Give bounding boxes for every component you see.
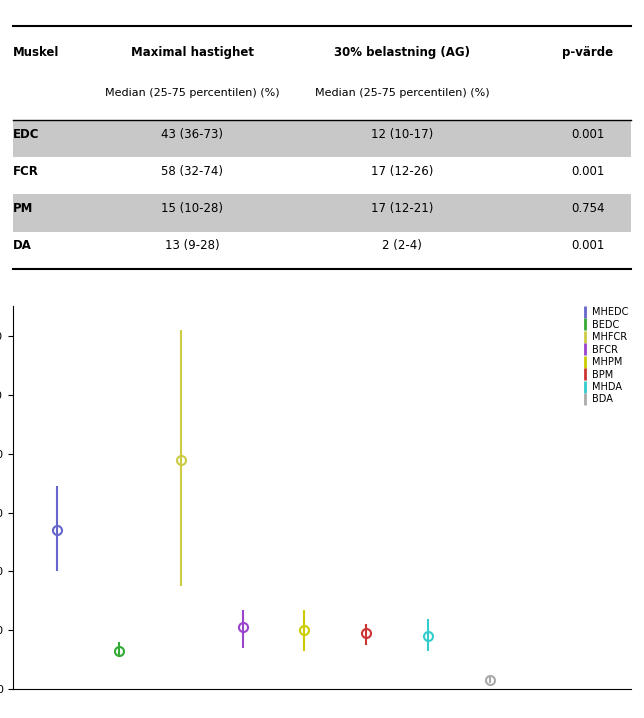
Text: Median (25-75 percentilen) (%): Median (25-75 percentilen) (%) <box>105 88 279 98</box>
Text: 0.001: 0.001 <box>571 165 605 178</box>
Text: 2 (2-4): 2 (2-4) <box>383 239 422 252</box>
Text: p-värde: p-värde <box>562 46 613 60</box>
Text: 17 (12-26): 17 (12-26) <box>371 165 433 178</box>
FancyBboxPatch shape <box>13 121 631 157</box>
Text: FCR: FCR <box>13 165 39 178</box>
Text: 13 (9-28): 13 (9-28) <box>165 239 220 252</box>
Legend: MHEDC, BEDC, MHFCR, BFCR, MHPM, BPM, MHDA, BDA: MHEDC, BEDC, MHFCR, BFCR, MHPM, BPM, MHD… <box>578 304 632 409</box>
Text: 0.001: 0.001 <box>571 128 605 141</box>
Text: DA: DA <box>13 239 32 252</box>
Text: 58 (32-74): 58 (32-74) <box>161 165 223 178</box>
Text: Maximal hastighet: Maximal hastighet <box>131 46 254 60</box>
Text: Muskel: Muskel <box>13 46 59 60</box>
Text: 0.754: 0.754 <box>571 202 605 215</box>
Text: PM: PM <box>13 202 33 215</box>
Text: EDC: EDC <box>13 128 39 141</box>
Text: 12 (10-17): 12 (10-17) <box>371 128 433 141</box>
Text: 30% belastning (AG): 30% belastning (AG) <box>334 46 470 60</box>
Text: 17 (12-21): 17 (12-21) <box>371 202 433 215</box>
Text: 0.001: 0.001 <box>571 239 605 252</box>
Text: 43 (36-73): 43 (36-73) <box>161 128 223 141</box>
Text: 15 (10-28): 15 (10-28) <box>161 202 223 215</box>
Text: Median (25-75 percentilen) (%): Median (25-75 percentilen) (%) <box>315 88 489 98</box>
FancyBboxPatch shape <box>13 195 631 231</box>
